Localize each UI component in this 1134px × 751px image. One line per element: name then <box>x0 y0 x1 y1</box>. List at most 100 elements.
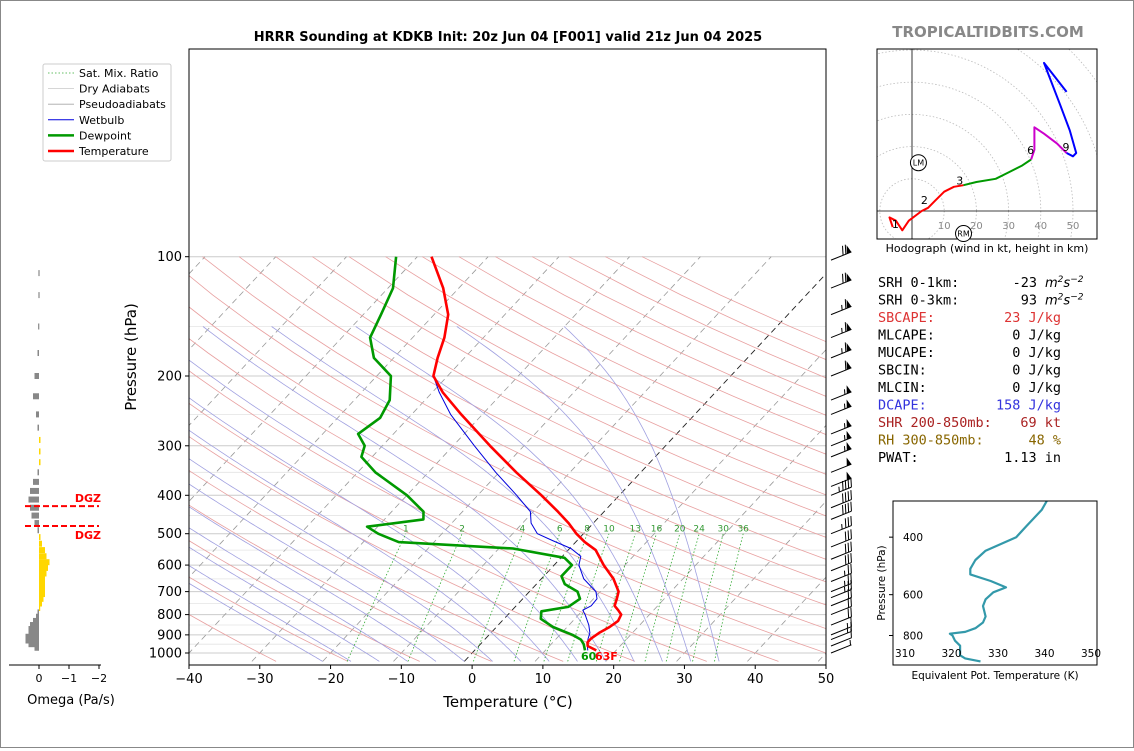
wind-barbs <box>831 245 851 653</box>
storm-motion-label: LM <box>913 159 924 168</box>
zero-isotherm <box>464 257 842 662</box>
wind-barb-full <box>843 481 844 490</box>
hodograph-height-label: 2 <box>921 194 928 207</box>
wind-barb-shaft <box>831 368 851 376</box>
dry-adiabat-line <box>1 257 420 662</box>
theta-e-x-axis-label: Equivalent Pot. Temperature (K) <box>911 670 1078 682</box>
param-value: 1.13 in <box>1004 450 1061 466</box>
omega-bar <box>39 437 41 443</box>
theta-e-x-tick-label: 330 <box>988 648 1008 660</box>
moist-adiabat-line <box>1 327 379 662</box>
hodograph-height-label: 3 <box>956 175 963 188</box>
hodograph-segment <box>964 160 1032 186</box>
wind-barb-full <box>845 555 846 564</box>
surface-temperature-label: 63F <box>595 650 618 663</box>
wind-barb-full <box>851 502 852 511</box>
omega-bar <box>38 469 40 475</box>
chart-title: HRRR Sounding at KDKB Init: 20z Jun 04 [… <box>254 30 762 45</box>
wind-barb-full <box>848 554 849 563</box>
dry-adiabat-line <box>56 257 779 662</box>
wind-barb-full <box>845 532 846 541</box>
wind-barb-full <box>848 491 849 500</box>
theta-e-x-tick-label: 320 <box>941 648 961 660</box>
hodograph-ring-label: 40 <box>1034 221 1047 232</box>
omega-bar <box>38 323 39 329</box>
theta-e-x-tick-label: 350 <box>1081 648 1101 660</box>
mixing-ratio-label: 30 <box>717 525 729 535</box>
wind-barb-full <box>843 274 844 283</box>
param-label: SRH 0-1km: <box>878 275 959 291</box>
dgz-label: DGZ <box>75 492 101 505</box>
wind-barb-full <box>848 575 849 584</box>
hodograph-height-label: 6 <box>1027 144 1034 157</box>
omega-bar <box>38 350 40 356</box>
wind-barb <box>831 322 851 337</box>
param-label: MUCAPE: <box>878 345 935 361</box>
mixing-ratio-label: 10 <box>603 525 615 535</box>
omega-bar <box>29 497 40 503</box>
moist-adiabat-line <box>356 327 663 662</box>
isotherm-line <box>535 257 913 662</box>
x-tick-label: 50 <box>818 672 835 687</box>
isotherm-line <box>1 257 134 662</box>
isotherm-line <box>1 257 63 662</box>
wind-barb-full <box>848 565 849 574</box>
wind-barb-full <box>845 361 846 370</box>
param-label: SHR 200-850mb: <box>878 415 992 431</box>
param-value: 158 J/kg <box>996 398 1061 414</box>
hodograph-segment <box>890 185 964 230</box>
wind-barb-full <box>848 598 849 607</box>
wind-barb-shaft <box>831 617 851 625</box>
theta-e-y-tick-label: 600 <box>903 590 923 602</box>
theta-e-y-tick-label: 800 <box>903 630 923 642</box>
y-tick-label: 400 <box>157 489 182 504</box>
y-tick-label: 100 <box>157 250 182 265</box>
wind-barb-full <box>845 480 846 489</box>
mixing-ratio-line <box>693 534 724 662</box>
wind-barb-shaft <box>831 638 851 646</box>
param-label: MLCIN: <box>878 380 927 396</box>
theta-e-y-tick-label: 400 <box>903 532 923 544</box>
omega-tick-label: −1 <box>61 672 77 685</box>
omega-bar <box>38 609 40 615</box>
wind-barb-full <box>848 543 849 552</box>
mixing-ratio-label: 2 <box>459 525 465 535</box>
wind-barb <box>831 361 851 376</box>
theta-e-x-tick-label: 310 <box>895 648 915 660</box>
x-tick-label: 0 <box>468 672 476 687</box>
hodograph-caption: Hodograph (wind in kt, height in km) <box>886 242 1089 255</box>
legend-entry: Pseudoadiabats <box>79 98 166 111</box>
param-label: MLCAPE: <box>878 328 935 344</box>
x-tick-label: −10 <box>388 672 415 687</box>
wind-barb-full <box>848 609 849 618</box>
moist-adiabat-line <box>1 327 436 662</box>
wind-barb <box>831 502 851 520</box>
hodograph-segment <box>1044 63 1076 156</box>
skewt-background <box>1 257 1133 662</box>
wind-barb-full <box>851 516 852 525</box>
wind-barb-full <box>843 505 844 514</box>
param-label: SBCIN: <box>878 363 927 379</box>
param-label: SRH 0-3km: <box>878 293 959 309</box>
y-axis-label: Pressure (hPa) <box>122 303 140 411</box>
wind-barb-full <box>851 617 852 626</box>
isotherm-line <box>252 257 630 662</box>
wind-barb-full <box>845 544 846 553</box>
omega-bar <box>39 448 41 454</box>
dry-adiabat-line <box>239 257 1133 662</box>
omega-bar <box>39 534 41 540</box>
watermark: TROPICALTIDBITS.COM <box>892 23 1084 41</box>
omega-bar <box>39 565 48 571</box>
param-value: 69 kt <box>1020 415 1061 431</box>
x-tick-label: −40 <box>175 672 202 687</box>
y-tick-label: 900 <box>157 628 182 643</box>
wind-barb <box>831 299 851 314</box>
y-tick-label: 1000 <box>149 647 182 662</box>
mixing-ratio-line <box>473 534 522 662</box>
mixing-ratio-line <box>408 534 462 662</box>
mixing-ratio-line <box>347 534 406 662</box>
param-unit: m2s−2 <box>1045 275 1084 291</box>
omega-bar <box>38 292 39 298</box>
